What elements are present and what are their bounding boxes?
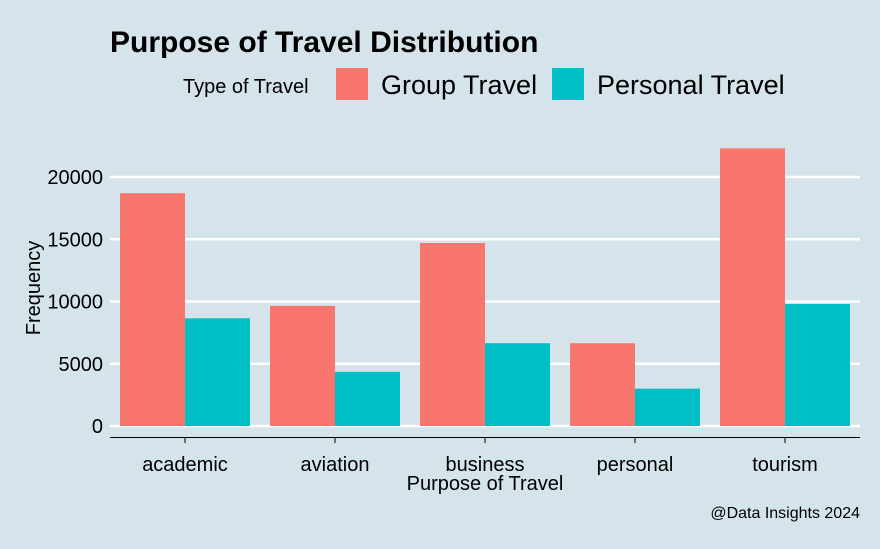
caption: @Data Insights 2024	[710, 505, 860, 522]
bar	[785, 303, 850, 426]
legend-label: Group Travel	[381, 70, 537, 100]
bar	[570, 343, 635, 426]
legend-key	[336, 68, 368, 100]
x-tick-label: business	[446, 454, 525, 476]
x-axis-ticks: academic aviation business personal tourism	[142, 437, 818, 476]
x-tick-label: tourism	[752, 454, 818, 476]
y-tick-label: 10000	[47, 292, 103, 314]
y-axis-label: Frequency	[23, 241, 45, 336]
y-tick-label: 0	[92, 416, 103, 438]
bar	[335, 371, 400, 426]
bar	[120, 193, 185, 426]
bar	[185, 318, 250, 426]
legend-label: Personal Travel	[597, 70, 785, 100]
bars	[120, 148, 850, 427]
y-tick-label: 15000	[47, 229, 103, 251]
y-tick-label: 5000	[59, 354, 104, 376]
bar	[720, 148, 785, 427]
chart-title: Purpose of Travel Distribution	[110, 26, 538, 59]
bar	[485, 343, 550, 426]
bar	[635, 388, 700, 426]
bar	[420, 242, 485, 426]
y-axis-ticks: 0 5000 10000 15000 20000	[47, 167, 103, 438]
bar	[270, 305, 335, 426]
legend-key	[552, 68, 584, 100]
x-axis-label: Purpose of Travel	[407, 473, 564, 495]
x-tick-label: personal	[597, 454, 674, 476]
x-tick-label: academic	[142, 454, 228, 476]
y-tick-label: 20000	[47, 167, 103, 189]
legend: Type of Travel Group Travel Personal Trav…	[183, 68, 785, 100]
x-tick-label: aviation	[301, 454, 370, 476]
legend-title: Type of Travel	[183, 76, 309, 98]
